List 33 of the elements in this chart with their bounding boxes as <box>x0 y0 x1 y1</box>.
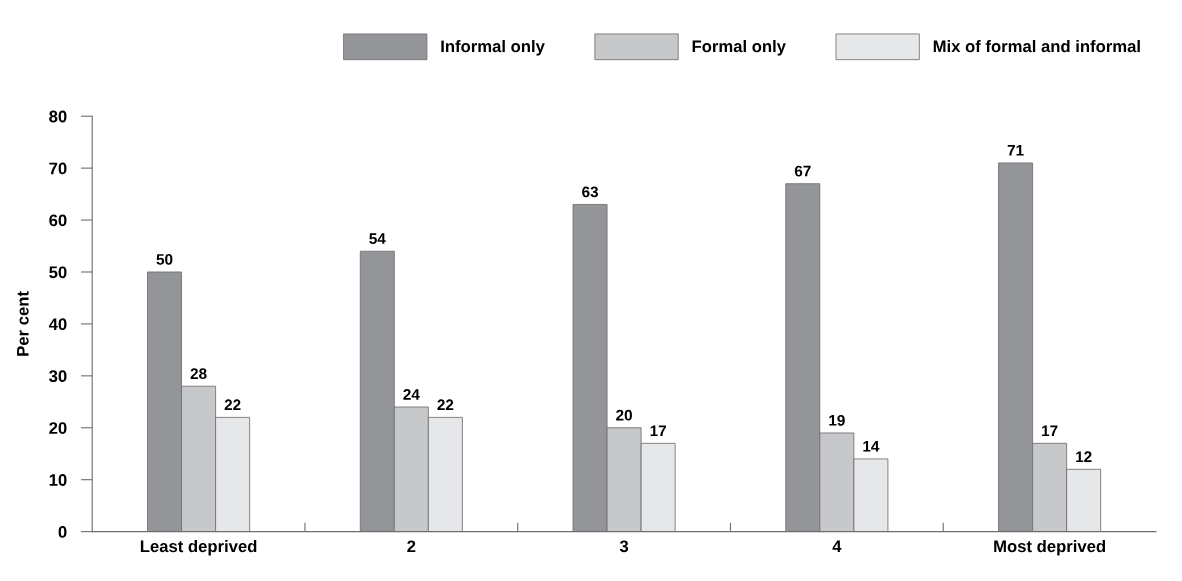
y-tick-label: 10 <box>49 474 67 486</box>
legend-label: Formal only <box>692 40 786 56</box>
y-axis-title: Per cent <box>17 291 29 356</box>
y-tick-label: 20 <box>49 422 67 434</box>
legend-label: Informal only <box>441 40 545 56</box>
data-label: 63 <box>582 186 598 198</box>
data-label: 19 <box>829 414 845 426</box>
y-tick-label: 50 <box>49 266 67 279</box>
y-tick-label: 40 <box>48 318 67 331</box>
x-tick-label: 4 <box>832 540 842 553</box>
y-tick-label: 80 <box>49 110 67 123</box>
legend-label: Mix of formal and informal <box>933 40 1140 53</box>
x-tick-label: 3 <box>619 540 629 553</box>
x-tick-label: Most deprived <box>994 539 1106 556</box>
data-label: 20 <box>616 409 632 421</box>
data-label: 22 <box>224 399 241 411</box>
data-label: 17 <box>650 425 666 436</box>
data-label: 67 <box>794 165 811 177</box>
y-tick-label: 30 <box>49 370 67 383</box>
x-tick-label: 2 <box>407 540 416 553</box>
data-label: 22 <box>437 399 454 411</box>
y-tick-label: 0 <box>58 526 67 538</box>
y-tick-label: 70 <box>49 162 67 175</box>
data-label: 71 <box>1007 145 1024 156</box>
data-label: 17 <box>1042 425 1058 436</box>
data-label: 28 <box>190 368 207 380</box>
data-label: 14 <box>863 441 880 452</box>
data-label: 12 <box>1076 451 1092 462</box>
data-label: 50 <box>156 253 173 265</box>
data-label: 54 <box>369 233 386 245</box>
data-label: 24 <box>403 388 420 400</box>
x-tick-label: Least deprived <box>140 539 257 556</box>
y-tick-label: 60 <box>49 214 67 227</box>
